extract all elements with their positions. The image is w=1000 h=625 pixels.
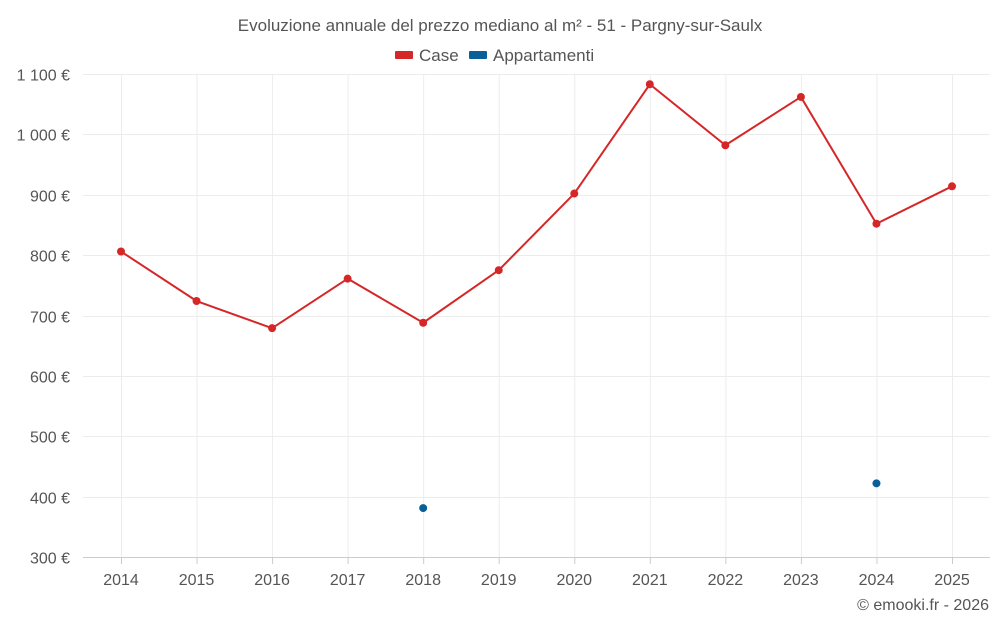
y-tick-label: 300 € bbox=[30, 551, 70, 568]
y-axis-ticks: 300 € 400 € 500 € 600 € 700 € 800 € 900 € 1 000… bbox=[17, 68, 70, 568]
data-point-case[interactable] bbox=[570, 189, 579, 198]
data-point-case[interactable] bbox=[721, 141, 730, 150]
y-tick-label: 500 € bbox=[30, 430, 70, 447]
x-tick-label: 2018 bbox=[405, 572, 441, 589]
chart-title: Evoluzione annuale del prezzo mediano al… bbox=[238, 16, 763, 35]
legend-label-appartamenti: Appartamenti bbox=[493, 46, 594, 65]
y-tick-label: 800 € bbox=[30, 249, 70, 266]
data-point-case[interactable] bbox=[948, 182, 956, 191]
x-tick-label: 2016 bbox=[254, 572, 290, 589]
x-tick-label: 2019 bbox=[481, 572, 517, 589]
data-point-case[interactable] bbox=[268, 324, 277, 333]
x-tick-label: 2015 bbox=[179, 572, 215, 589]
x-tick-label: 2025 bbox=[934, 572, 970, 589]
x-tick-label: 2017 bbox=[330, 572, 366, 589]
y-tick-label: 600 € bbox=[30, 370, 70, 387]
legend-label-case: Case bbox=[419, 46, 459, 65]
x-tick-label: 2024 bbox=[859, 572, 895, 589]
series-layer bbox=[117, 80, 956, 513]
legend-swatch-case bbox=[395, 51, 413, 59]
y-tick-label: 1 100 € bbox=[17, 68, 70, 85]
legend: Case Appartamenti bbox=[395, 46, 594, 65]
x-tick-label: 2021 bbox=[632, 572, 668, 589]
y-gridlines bbox=[83, 74, 990, 498]
x-tick-label: 2020 bbox=[556, 572, 592, 589]
x-gridlines bbox=[121, 74, 953, 557]
data-point-appartamenti[interactable] bbox=[419, 504, 428, 513]
data-point-case[interactable] bbox=[796, 92, 805, 101]
y-tick-label: 900 € bbox=[30, 189, 70, 206]
x-tick-label: 2022 bbox=[708, 572, 744, 589]
y-tick-label: 1 000 € bbox=[17, 128, 70, 145]
y-tick-label: 400 € bbox=[30, 491, 70, 508]
data-point-case[interactable] bbox=[117, 247, 125, 256]
data-point-appartamenti[interactable] bbox=[872, 479, 881, 488]
y-tick-label: 700 € bbox=[30, 310, 70, 327]
data-point-case[interactable] bbox=[343, 274, 352, 283]
data-point-case[interactable] bbox=[419, 318, 428, 327]
series-line-case bbox=[120, 83, 953, 330]
legend-item-appartamenti[interactable]: Appartamenti bbox=[469, 46, 594, 65]
x-tick-label: 2023 bbox=[783, 572, 819, 589]
x-tick-label: 2014 bbox=[103, 572, 139, 589]
x-axis-ticks: 2014 2015 2016 2017 2018 2019 2020 2021 2022 2023… bbox=[103, 557, 970, 589]
credit-text: © emooki.fr - 2026 bbox=[857, 597, 989, 614]
legend-item-case[interactable]: Case bbox=[395, 46, 459, 65]
data-point-case[interactable] bbox=[494, 266, 503, 275]
data-point-case[interactable] bbox=[645, 80, 654, 89]
data-point-case[interactable] bbox=[872, 219, 881, 228]
data-point-case[interactable] bbox=[192, 297, 201, 306]
legend-swatch-appartamenti bbox=[469, 51, 487, 59]
